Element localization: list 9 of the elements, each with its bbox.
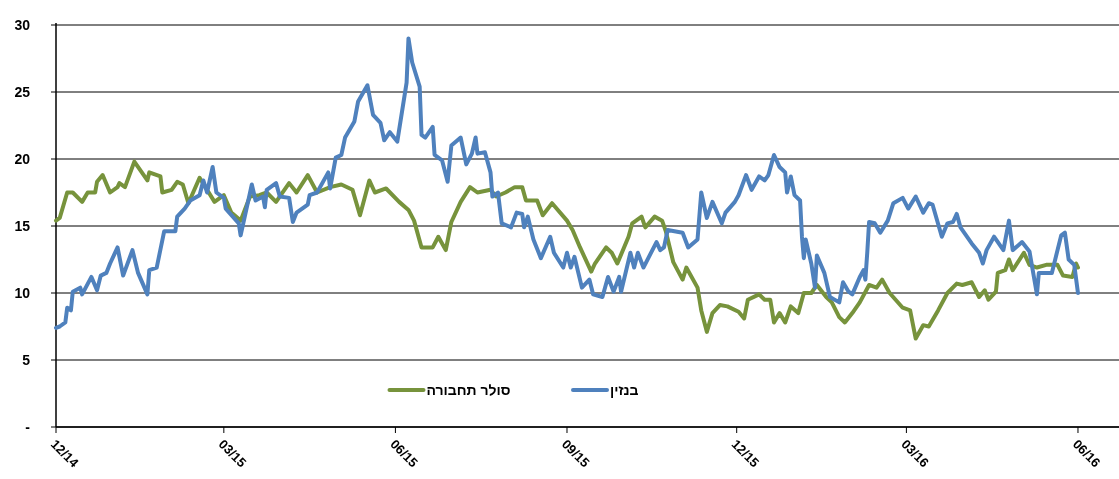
y-tick-label: 10 — [14, 285, 31, 301]
y-tick-label: 15 — [14, 218, 31, 234]
y-tick-label: 5 — [22, 352, 31, 368]
legend-label: סולר תחבורה — [426, 382, 511, 398]
y-tick-label: 20 — [14, 151, 31, 167]
y-tick-label: 30 — [14, 17, 31, 33]
y-tick-label: - — [25, 419, 31, 435]
y-tick-label: 25 — [14, 84, 31, 100]
legend-label: בנזין — [610, 382, 639, 398]
